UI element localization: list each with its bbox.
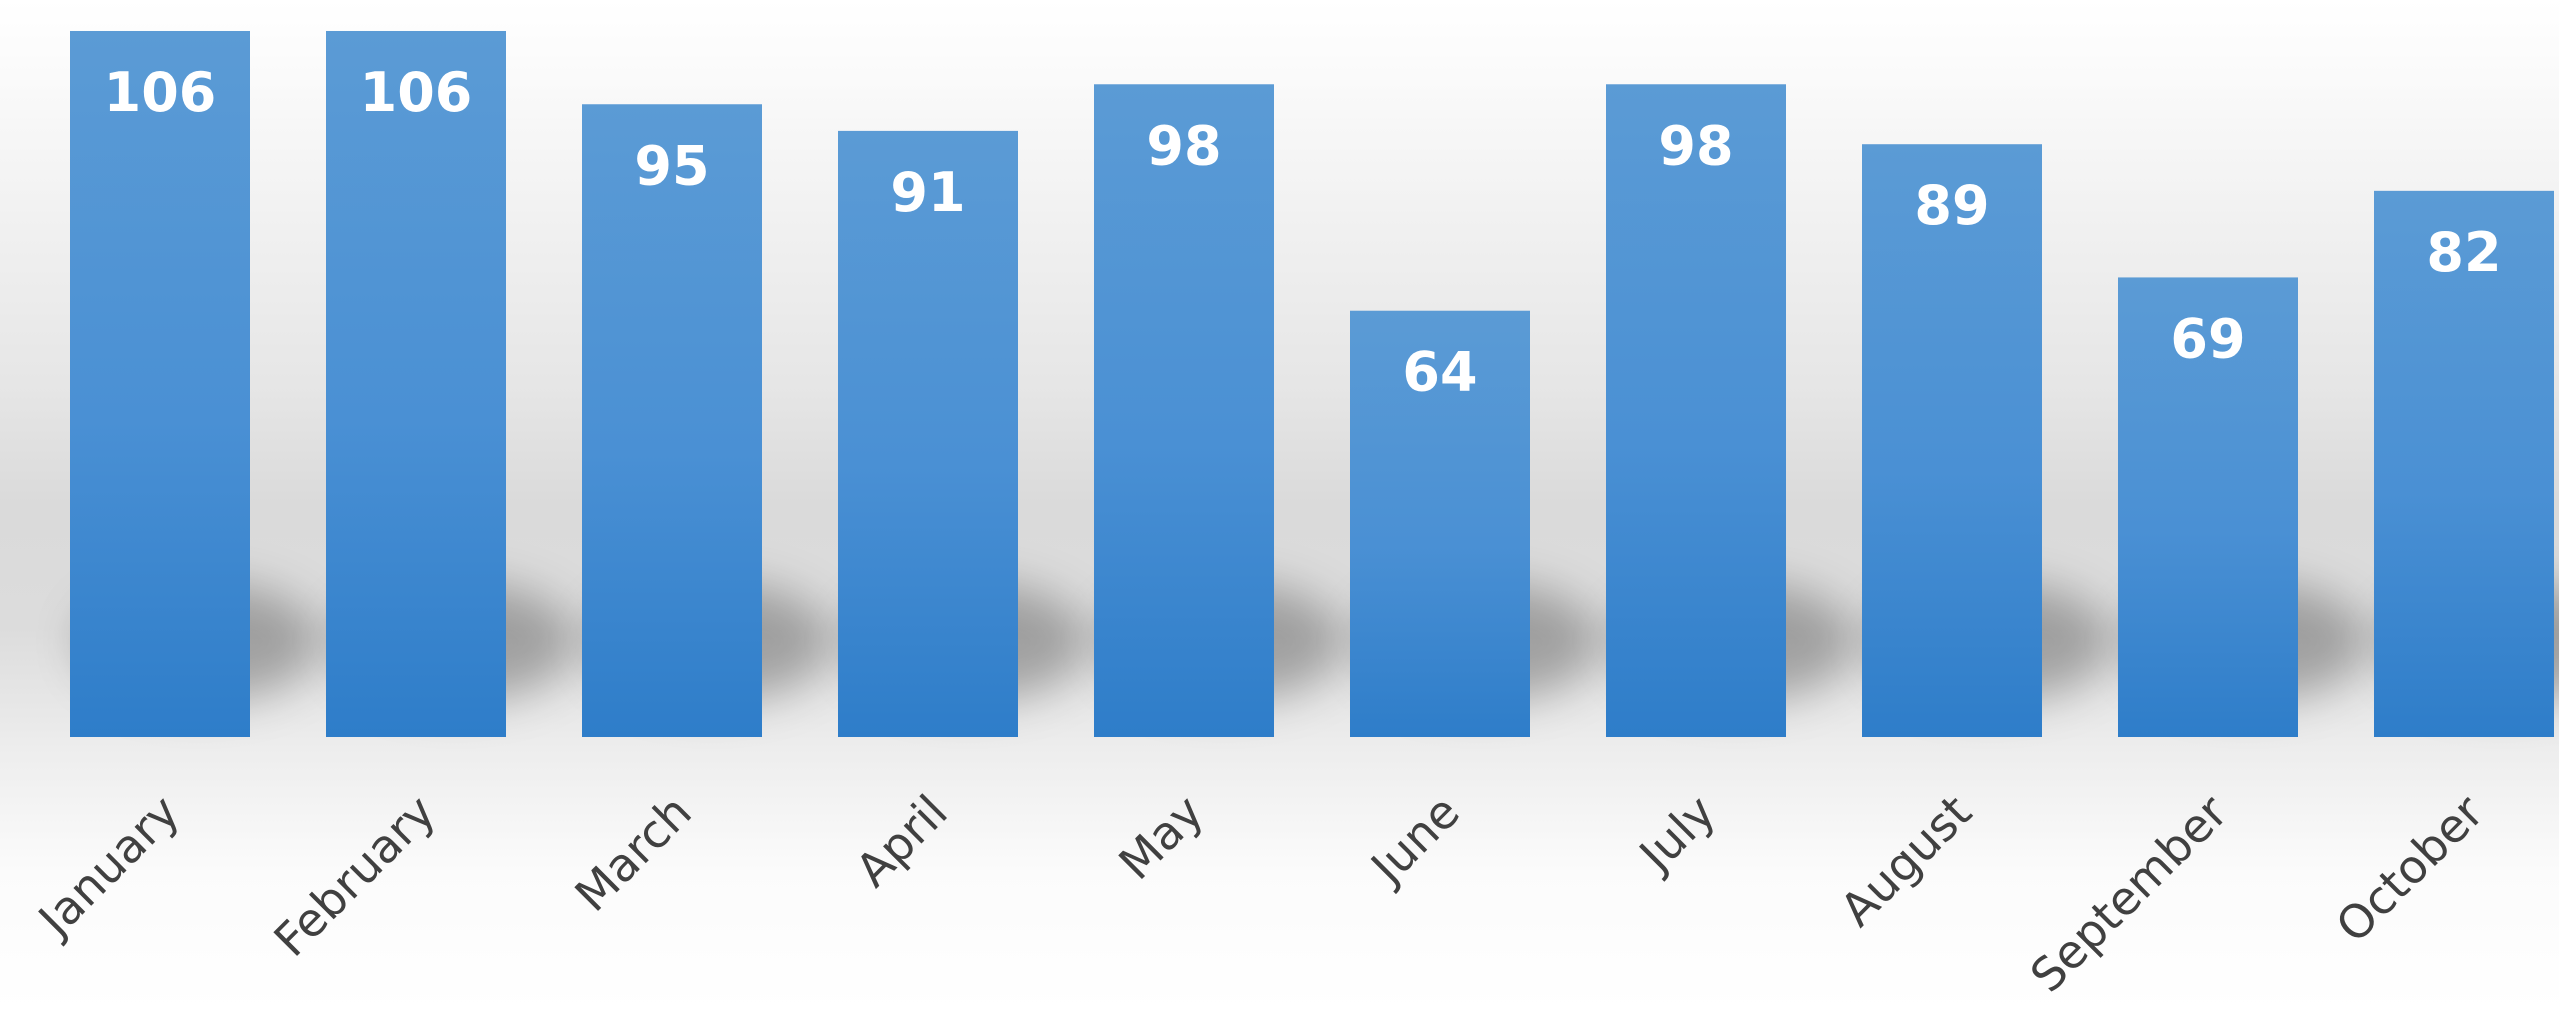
x-tick-label-january: January [26, 785, 190, 949]
bar-may [1094, 84, 1274, 738]
bars [70, 30, 2554, 738]
data-labels: 106 106 95 91 98 64 98 89 69 82 [104, 61, 2502, 404]
data-label-march: 95 [634, 134, 709, 197]
x-tick-label-october: October [2325, 785, 2493, 953]
data-label-july: 98 [1658, 114, 1733, 177]
x-tick-label-april: April [845, 785, 958, 898]
data-label-june: 64 [1402, 341, 1477, 404]
data-label-january: 106 [104, 61, 217, 124]
bar-june [1350, 310, 1530, 737]
bar-october [2374, 190, 2554, 737]
bar-march [582, 104, 762, 738]
bar-january [70, 30, 250, 738]
bar-april [838, 130, 1018, 737]
x-tick-label-august: August [1830, 785, 1982, 937]
bar-february [326, 30, 506, 738]
data-label-october: 82 [2426, 221, 2501, 284]
bar-september [2118, 277, 2298, 737]
x-tick-label-may: May [1108, 785, 1213, 890]
data-label-may: 98 [1146, 114, 1221, 177]
x-axis-tick-labels: January February March April May June July Augu… [26, 785, 2494, 1003]
x-tick-label-september: September [2020, 785, 2238, 1003]
bar-july [1606, 84, 1786, 738]
data-label-september: 69 [2170, 307, 2245, 370]
x-tick-label-february: February [263, 785, 445, 967]
x-tick-label-june: June [1359, 785, 1470, 896]
data-label-april: 91 [890, 161, 965, 224]
x-tick-label-march: March [564, 785, 701, 922]
bar-august [1862, 144, 2042, 738]
data-label-february: 106 [360, 61, 473, 124]
data-label-august: 89 [1914, 174, 1989, 237]
x-tick-label-july: July [1627, 785, 1726, 884]
